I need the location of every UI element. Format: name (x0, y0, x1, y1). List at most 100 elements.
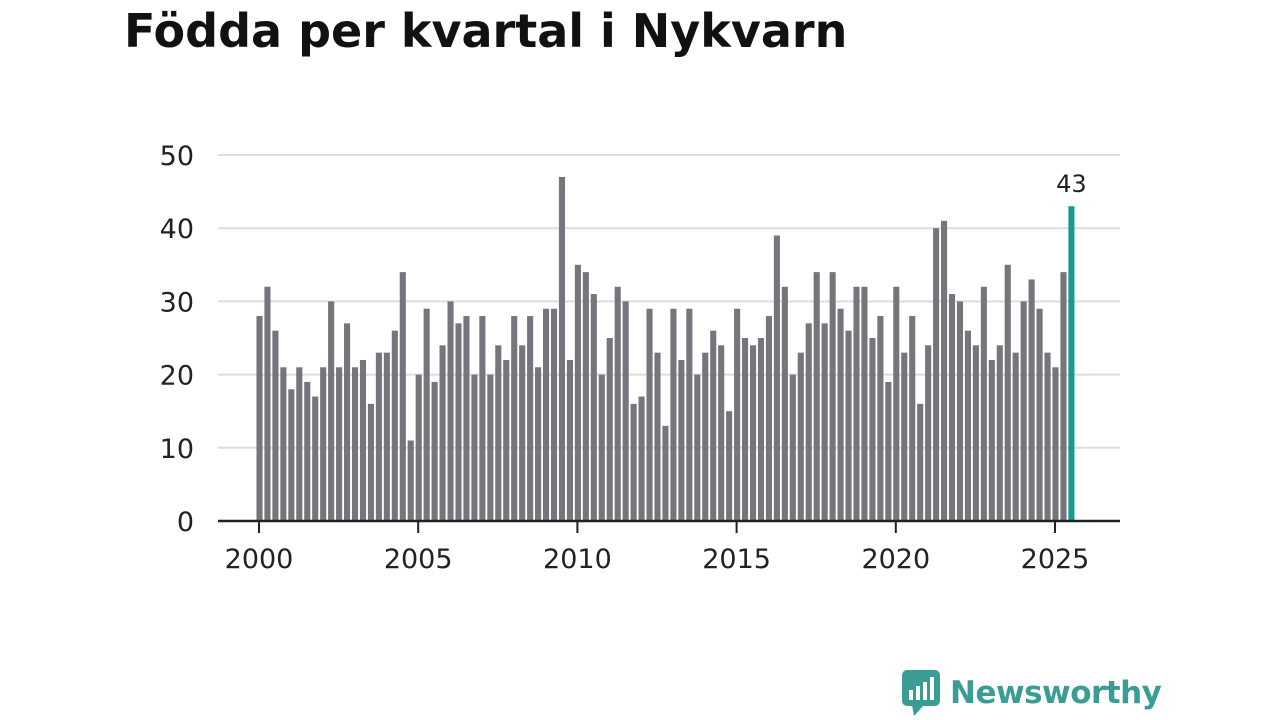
bars (256, 176, 1075, 522)
bar (383, 352, 390, 521)
bar (336, 367, 343, 521)
bar (702, 352, 709, 521)
bar (535, 367, 542, 521)
brand-name: Newsworthy (950, 675, 1162, 711)
y-tick-label: 50 (160, 141, 194, 172)
bar (638, 396, 645, 521)
bar (399, 272, 406, 521)
bar (1060, 272, 1067, 521)
bar (917, 403, 924, 521)
bar (630, 403, 637, 521)
bar (423, 308, 430, 521)
bar (773, 235, 780, 521)
data-label: 43 (1056, 170, 1087, 198)
bar (742, 338, 749, 521)
bar (718, 345, 725, 521)
bar (1044, 352, 1051, 521)
bar (391, 330, 398, 521)
bar (280, 367, 287, 521)
chart-bubble-icon (902, 670, 940, 716)
bar (948, 294, 956, 521)
bar (1028, 279, 1035, 521)
bar (503, 359, 510, 521)
axes (218, 519, 1120, 533)
bar (344, 323, 351, 521)
bar (614, 286, 621, 521)
bar (678, 359, 685, 521)
x-tick-label: 2015 (702, 544, 771, 575)
bar (439, 345, 446, 521)
bar (821, 323, 828, 521)
bar (566, 359, 573, 521)
bar (988, 359, 995, 521)
bar (1020, 301, 1027, 521)
bar (463, 316, 470, 521)
bar (320, 367, 327, 521)
y-tick-label: 0 (177, 507, 194, 538)
bar (726, 411, 733, 521)
y-tick-label: 10 (160, 434, 194, 465)
bar (590, 294, 597, 521)
bar (447, 301, 454, 521)
bar (1036, 308, 1043, 521)
tick-labels: 0 10 20 30 40 50 43 2000 2005 2010 2015 2020 2025 (160, 141, 1090, 575)
bar (757, 338, 765, 521)
bar (431, 381, 438, 521)
bar (375, 352, 382, 521)
bar (869, 338, 876, 521)
bar (941, 220, 948, 521)
bar (996, 345, 1003, 521)
bar (964, 330, 971, 521)
bar (781, 286, 788, 521)
bar (686, 308, 693, 521)
x-tick-label: 2005 (384, 544, 453, 575)
bar (909, 316, 916, 521)
bar (980, 286, 987, 521)
bar (805, 323, 812, 521)
bar (415, 374, 422, 521)
bar-chart: 0 10 20 30 40 50 43 2000 2005 2010 2015 2020 2025 (160, 141, 1120, 575)
bar (765, 316, 772, 521)
bar (829, 272, 836, 521)
bar (710, 330, 717, 521)
newsworthy-logo: Newsworthy (900, 668, 1162, 718)
bar (272, 330, 279, 521)
bar-highlight (1068, 206, 1075, 522)
bar (519, 345, 526, 521)
bar (654, 352, 661, 521)
bar (256, 316, 263, 521)
bar (622, 301, 629, 521)
bar (813, 272, 820, 521)
x-tick-label: 2010 (543, 544, 612, 575)
bar (837, 308, 844, 521)
bar (598, 374, 605, 521)
bar (853, 286, 860, 521)
bar (789, 374, 796, 521)
bar (606, 338, 613, 521)
bar (487, 374, 494, 521)
bar (1004, 264, 1011, 521)
bar (328, 301, 335, 521)
bar (574, 264, 581, 521)
bar (925, 345, 932, 521)
bar (662, 425, 669, 521)
bar (558, 176, 566, 521)
bar (956, 301, 964, 521)
bar (861, 286, 868, 521)
bar (455, 323, 462, 521)
bar (877, 316, 884, 521)
bar (471, 374, 478, 521)
bar (749, 345, 757, 521)
bar (734, 308, 741, 521)
bar (582, 272, 589, 521)
bar (312, 396, 319, 521)
bar (694, 374, 701, 521)
bar (933, 228, 940, 521)
bar (1012, 352, 1019, 521)
bar (885, 381, 892, 521)
bar (893, 286, 900, 521)
bar (972, 345, 979, 521)
bar (495, 345, 502, 521)
bar (543, 308, 550, 521)
bar (296, 367, 303, 521)
